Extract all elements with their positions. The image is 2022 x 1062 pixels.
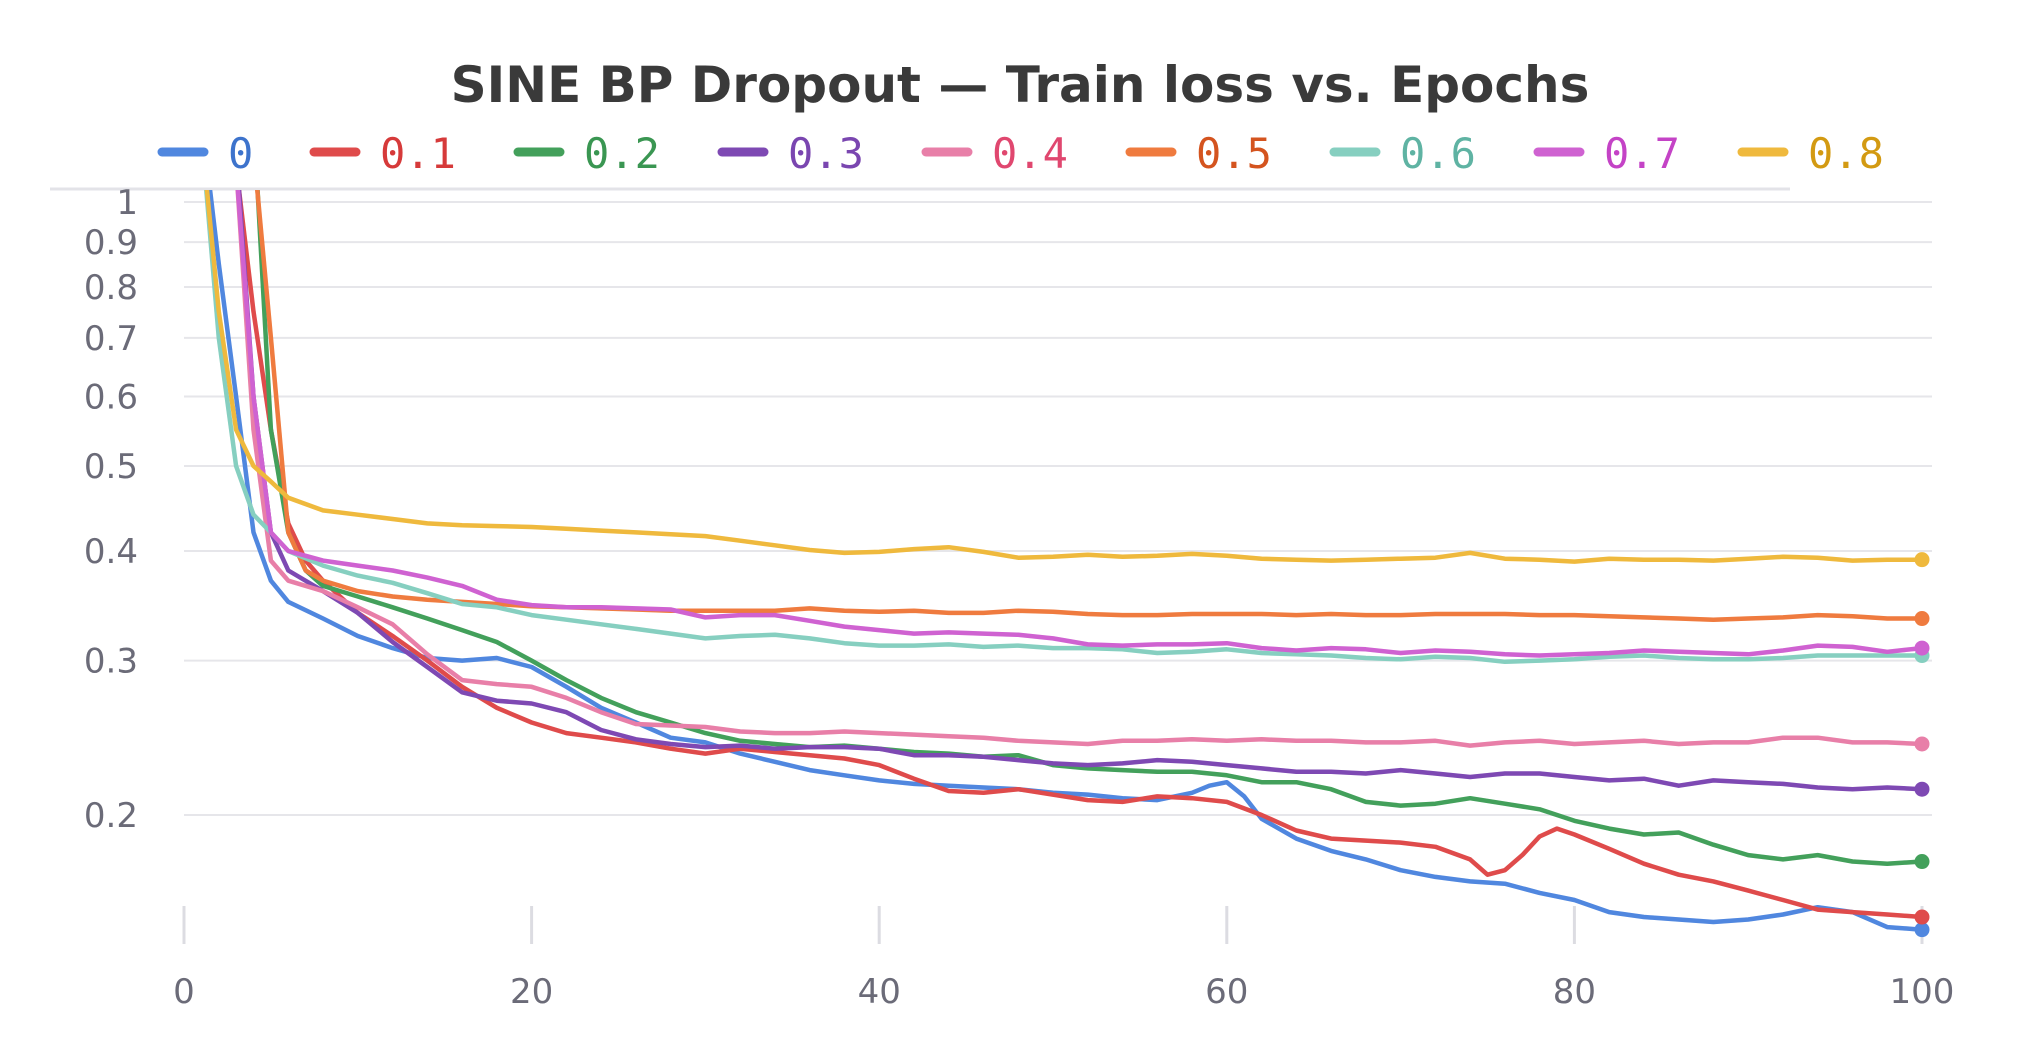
legend-item-0-1[interactable]: 0.1 (309, 129, 456, 178)
legend-item-0-7[interactable]: 0.7 (1533, 129, 1680, 178)
x-tick-label: 60 (1205, 972, 1248, 1012)
legend-item-0[interactable]: 0 (157, 129, 253, 178)
y-tick-label: 0.8 (84, 268, 138, 308)
legend-label: 0.3 (788, 129, 864, 178)
series-end-point-0-4[interactable] (1914, 736, 1930, 752)
y-tick-label: 0.5 (84, 447, 138, 487)
series-halo-0-8 (204, 190, 1925, 564)
series-line-0-2[interactable] (201, 88, 1925, 866)
legend-item-0-4[interactable]: 0.4 (921, 129, 1068, 178)
y-tick-label: 0.2 (84, 796, 138, 836)
y-tick-label: 0.3 (84, 642, 138, 682)
series-line-0-7[interactable] (201, 102, 1925, 658)
series-line-0-8[interactable] (201, 133, 1925, 564)
x-tick-label: 40 (858, 972, 901, 1012)
legend: 0 0.1 0.2 0.3 0.4 0.5 0.6 0.7 0.8 (157, 129, 1884, 178)
legend-item-0-5[interactable]: 0.5 (1125, 129, 1272, 178)
grid-lines (184, 201, 1932, 816)
series-end-point-0-1[interactable] (1914, 909, 1930, 925)
legend-label: 0 (228, 129, 253, 178)
y-tick-label: 0.9 (84, 223, 138, 263)
legend-label: 0.5 (1196, 129, 1272, 178)
y-axis: 0.2 0.3 0.4 0.5 0.6 0.7 0.8 0.91 (84, 183, 138, 836)
y-tick-label: 1 (116, 183, 138, 223)
x-tick-label: 20 (510, 972, 553, 1012)
series-line-0-4[interactable] (201, 102, 1925, 748)
series-halo-0-5 (255, 190, 1925, 622)
legend-label: 0.6 (1400, 129, 1476, 178)
legend-label: 0.1 (380, 129, 456, 178)
series-end-point-0-2[interactable] (1914, 854, 1930, 870)
legend-item-0-2[interactable]: 0.2 (513, 129, 660, 178)
series-line-0-1[interactable] (201, 102, 1925, 920)
series-end-point-0-5[interactable] (1914, 611, 1930, 627)
series-line-0-6[interactable] (201, 133, 1925, 665)
series-halo-0-7 (235, 190, 1925, 658)
chart-title: SINE BP Dropout — Train loss vs. Epochs (451, 56, 1590, 114)
legend-item-0-3[interactable]: 0.3 (717, 129, 864, 178)
series-lines (201, 88, 1925, 932)
series-end-point-0-3[interactable] (1914, 781, 1930, 797)
legend-label: 0.4 (992, 129, 1068, 178)
series-end-markers (1914, 552, 1930, 938)
series-end-point-0[interactable] (1914, 922, 1930, 938)
y-tick-label: 0.7 (84, 319, 138, 359)
legend-item-0-8[interactable]: 0.8 (1737, 129, 1884, 178)
series-line-0-3[interactable] (201, 102, 1925, 792)
legend-item-0-6[interactable]: 0.6 (1329, 129, 1476, 178)
x-tick-label: 80 (1553, 972, 1596, 1012)
legend-label: 0.2 (584, 129, 660, 178)
series-end-point-0-8[interactable] (1914, 552, 1930, 568)
series-end-point-0-7[interactable] (1914, 640, 1930, 656)
x-tick-label: 100 (1890, 972, 1955, 1012)
series-halo-0-2 (255, 190, 1925, 866)
y-tick-label: 0.6 (84, 378, 138, 418)
y-tick-label: 0.4 (84, 532, 138, 572)
x-tick-label: 0 (173, 972, 195, 1012)
legend-label: 0.8 (1808, 129, 1884, 178)
series-line-0-5[interactable] (201, 102, 1925, 622)
legend-label: 0.7 (1604, 129, 1680, 178)
